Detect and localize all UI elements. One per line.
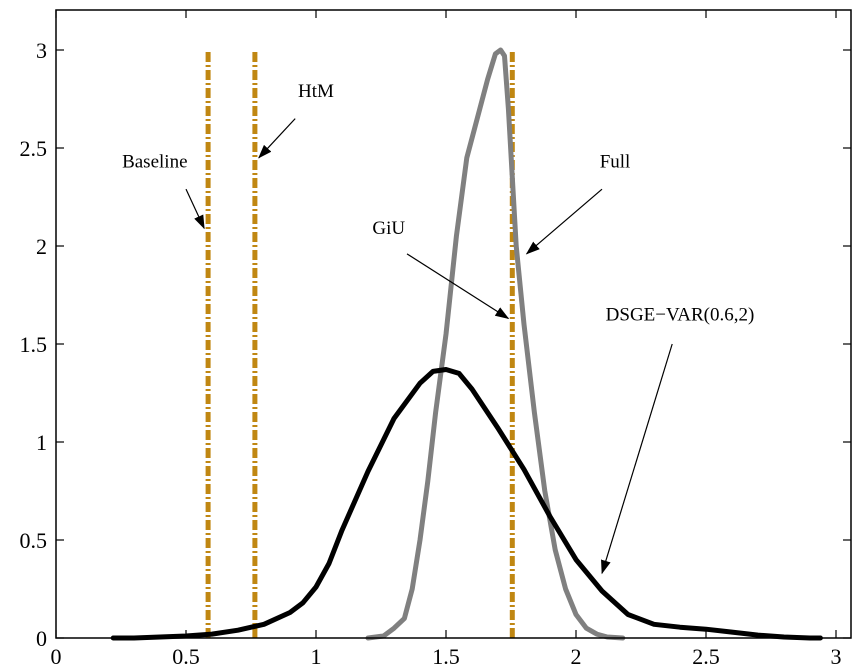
annotation-arrow-dsge-var xyxy=(601,343,673,575)
x-tick-label: 2 xyxy=(571,644,582,669)
axes-box xyxy=(55,9,852,639)
y-tick-label: 2 xyxy=(36,234,47,259)
y-tick-label: 0.5 xyxy=(20,528,48,553)
plot-area xyxy=(56,10,851,638)
annotation-arrow-htm xyxy=(258,118,296,159)
annotations: Baseline HtM GiU Full DSGE−VAR(0.6,2) xyxy=(122,81,755,575)
annotation-label-baseline: Baseline xyxy=(122,152,187,173)
annotation-label-giu: GiU xyxy=(372,218,405,239)
x-tick-label: 3 xyxy=(831,644,842,669)
annotation-arrow-baseline xyxy=(185,188,205,230)
x-tick-label: 0 xyxy=(51,644,62,669)
series-line-dsge-var-0-6-2 xyxy=(110,367,823,641)
tick-marks xyxy=(55,10,851,639)
x-tick-label: 1 xyxy=(311,644,322,669)
y-tick-label: 2.5 xyxy=(20,136,48,161)
tick-labels: 0 0.5 1 1.5 2 2.5 3 0 0.5 1 1.5 2 2.5 3 xyxy=(20,38,842,669)
annotation-arrow-giu xyxy=(406,253,510,320)
y-tick-label: 1.5 xyxy=(20,332,48,357)
annotation-label-htm: HtM xyxy=(298,81,334,102)
y-tick-label: 0 xyxy=(36,626,47,651)
y-tick-label: 3 xyxy=(36,38,47,63)
density-series xyxy=(110,47,823,641)
x-tick-label: 0.5 xyxy=(172,644,200,669)
series-line-full xyxy=(365,47,626,641)
x-tick-label: 1.5 xyxy=(432,644,460,669)
y-tick-label: 1 xyxy=(36,430,47,455)
x-tick-label: 2.5 xyxy=(692,644,720,669)
annotation-label-dsge-var: DSGE−VAR(0.6,2) xyxy=(606,304,755,325)
annotation-arrow-full xyxy=(525,188,603,255)
axes xyxy=(55,9,852,639)
annotation-label-full: Full xyxy=(600,152,631,173)
